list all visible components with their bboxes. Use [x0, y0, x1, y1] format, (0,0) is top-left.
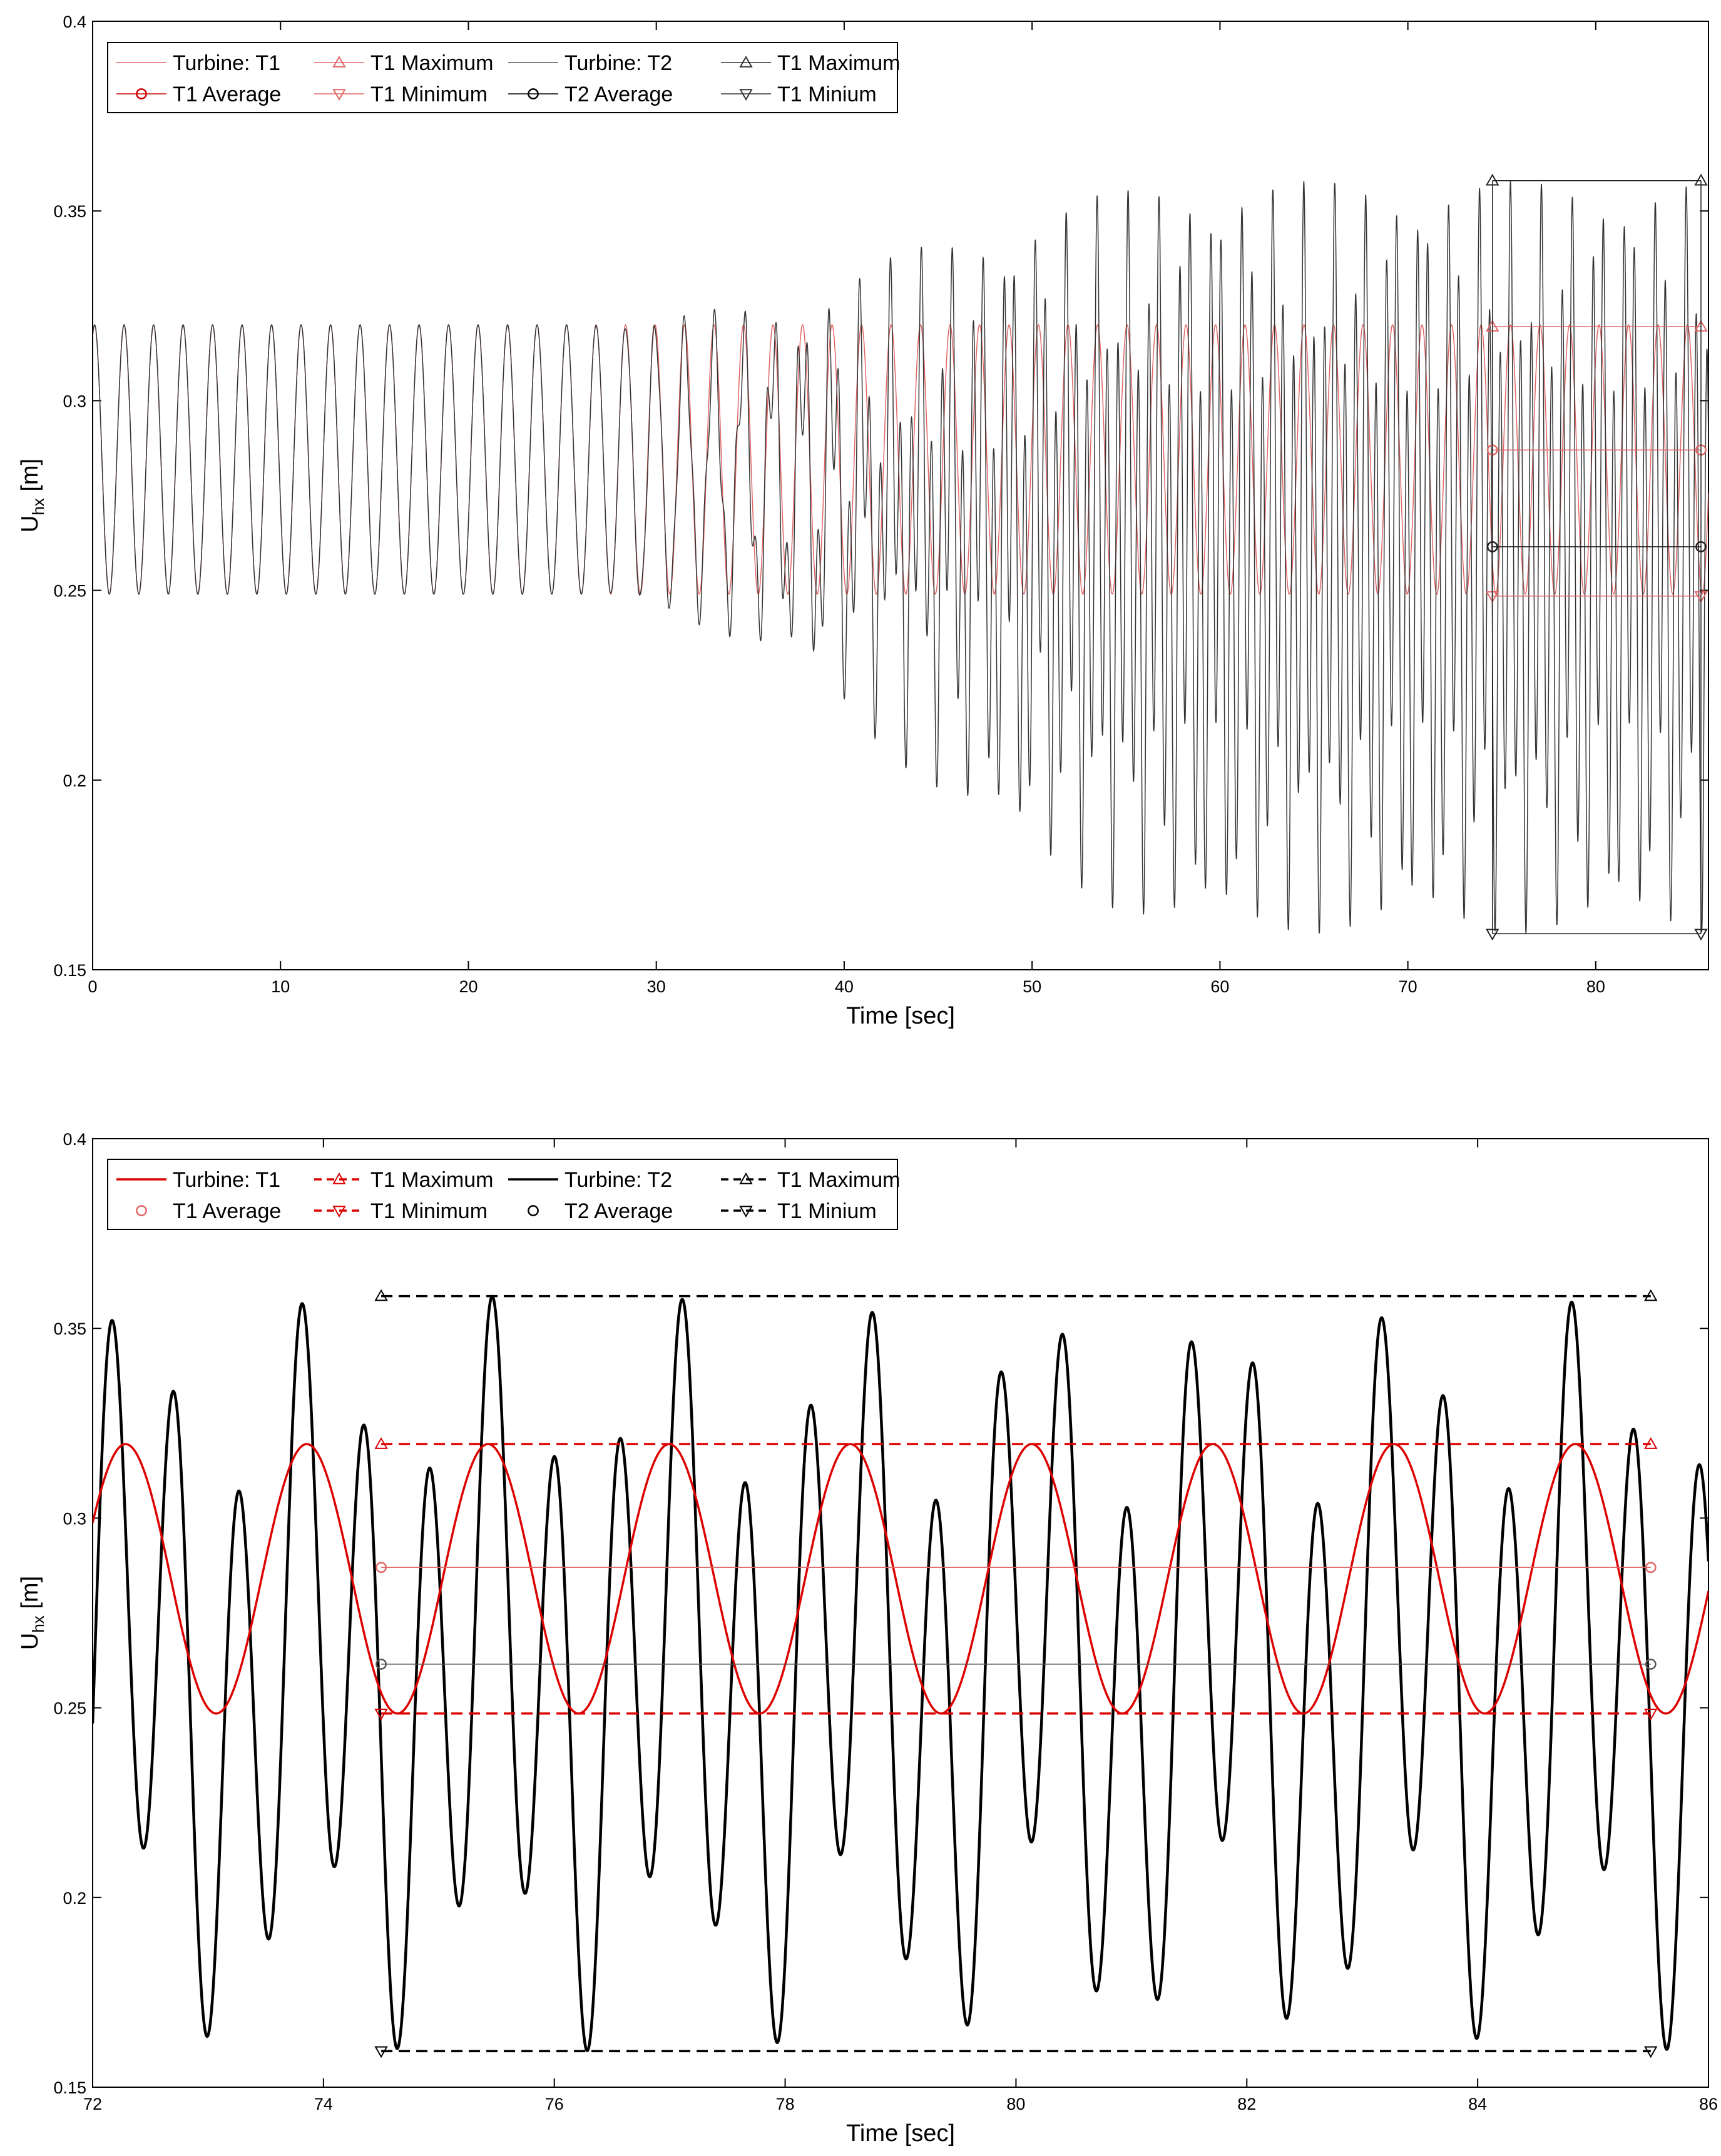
- legend-label: T2 Average: [564, 1199, 673, 1223]
- y-tick-label: 0.15: [53, 2078, 86, 2097]
- legend-swatch-marker: [528, 1205, 539, 1216]
- x-axis-label: Time [sec]: [846, 1003, 955, 1029]
- x-tick-label: 72: [83, 2095, 102, 2113]
- legend: Turbine: T1 T1 Maximum Turbine: T2 T1 Maxim…: [107, 1159, 900, 1230]
- legend-swatch-marker: [136, 1205, 147, 1216]
- x-tick-label: 76: [545, 2095, 564, 2113]
- x-tick-label: 74: [314, 2095, 333, 2113]
- y-axis-label: Uhx [m]: [17, 459, 48, 532]
- legend-swatch-marker: [739, 89, 753, 101]
- y-tick-label: 0.2: [63, 771, 86, 790]
- series-t2-line: [93, 1294, 1708, 2052]
- x-tick-label: 60: [1210, 977, 1229, 996]
- y-tick-label: 0.35: [53, 1320, 86, 1338]
- legend-swatch-marker: [528, 88, 539, 99]
- x-tick-label: 78: [776, 2095, 795, 2113]
- legend-label: T1 Minium: [777, 1199, 877, 1223]
- legend-label: T1 Maximum: [370, 1168, 493, 1192]
- data-layer: [93, 1294, 1708, 2052]
- y-tick-label: 0.35: [53, 202, 86, 221]
- stat-marker: [1644, 1708, 1658, 1721]
- legend-box: [107, 1159, 898, 1230]
- chart-panel-1: 0 10 20 30 40 50 60 70 80 0.15 0.2 0.25 0.3 0.35 0.4 Ti…: [17, 13, 1709, 1029]
- legend-swatch-marker: [332, 1172, 346, 1184]
- x-tick-label: 70: [1399, 977, 1417, 996]
- plot-area: [92, 1138, 1709, 2088]
- stat-marker: [374, 1437, 388, 1449]
- x-tick-label: 40: [835, 977, 854, 996]
- legend-label: T1 Minimum: [370, 1199, 488, 1223]
- stat-marker: [1645, 1658, 1657, 1670]
- y-tick-label: 0.15: [53, 961, 86, 980]
- legend-label: Turbine: T1: [173, 1168, 280, 1192]
- y-tick-label: 0.25: [53, 582, 86, 601]
- stat-marker: [374, 2046, 388, 2058]
- stat-marker: [1645, 1562, 1657, 1574]
- x-tick-label: 86: [1699, 2095, 1718, 2113]
- legend-box: [107, 42, 898, 113]
- x-tick-label: 0: [88, 977, 97, 996]
- x-tick-label: 30: [647, 977, 666, 996]
- y-axis-label: Uhx [m]: [17, 1576, 48, 1650]
- legend-label: T1 Maximum: [777, 1168, 900, 1192]
- legend-label: T1 Minimum: [370, 83, 488, 106]
- x-tick-label: 50: [1023, 977, 1041, 996]
- legend-label: Turbine: T2: [564, 51, 672, 75]
- y-tick-label: 0.3: [63, 392, 86, 410]
- legend-swatch-marker: [332, 89, 346, 101]
- stat-marker: [1644, 1289, 1658, 1301]
- x-tick-label: 82: [1237, 2095, 1256, 2113]
- legend-label: Turbine: T1: [173, 51, 280, 75]
- stat-marker: [374, 1289, 388, 1301]
- legend: Turbine: T1 T1 Maximum Turbine: T2 T1 Maxim…: [107, 42, 900, 113]
- legend-swatch-marker: [332, 1206, 346, 1218]
- x-tick-label: 10: [271, 977, 290, 996]
- x-axis-label: Time [sec]: [846, 2120, 955, 2147]
- legend-swatch-marker: [739, 1172, 753, 1184]
- y-tick-label: 0.3: [63, 1509, 86, 1528]
- stat-marker: [375, 1658, 387, 1670]
- data-layer: [93, 181, 1708, 934]
- legend-label: T1 Minium: [777, 83, 877, 106]
- x-tick-label: 84: [1468, 2095, 1487, 2113]
- stat-marker: [374, 1708, 388, 1721]
- legend-label: T1 Average: [173, 83, 281, 106]
- y-tick-label: 0.4: [63, 1130, 86, 1149]
- legend-swatch-marker: [332, 55, 346, 68]
- legend-swatch-marker: [739, 1206, 753, 1218]
- stat-marker: [1644, 2046, 1658, 2058]
- chart-panel-2: 72 74 76 78 80 82 84 86 0.15 0.2 0.25 0.3 0.35 0.4 Tim…: [17, 1130, 1718, 2147]
- series-t2-line: [93, 181, 1708, 934]
- plot-area: [92, 21, 1709, 970]
- legend-label: T2 Average: [564, 83, 673, 106]
- x-tick-label: 80: [1006, 2095, 1025, 2113]
- y-tick-label: 0.2: [63, 1889, 86, 1908]
- legend-swatch-marker: [739, 55, 753, 68]
- y-tick-label: 0.25: [53, 1699, 86, 1718]
- legend-label: T1 Maximum: [370, 51, 493, 75]
- series-t1-line: [93, 1443, 1708, 1715]
- stat-marker: [1644, 1437, 1658, 1449]
- legend-label: Turbine: T2: [564, 1168, 672, 1192]
- legend-label: T1 Maximum: [777, 51, 900, 75]
- legend-label: T1 Average: [173, 1199, 281, 1223]
- stat-marker: [375, 1562, 387, 1574]
- legend-swatch-marker: [136, 88, 147, 99]
- x-tick-label: 80: [1586, 977, 1605, 996]
- x-tick-label: 20: [459, 977, 477, 996]
- y-tick-label: 0.4: [63, 13, 86, 31]
